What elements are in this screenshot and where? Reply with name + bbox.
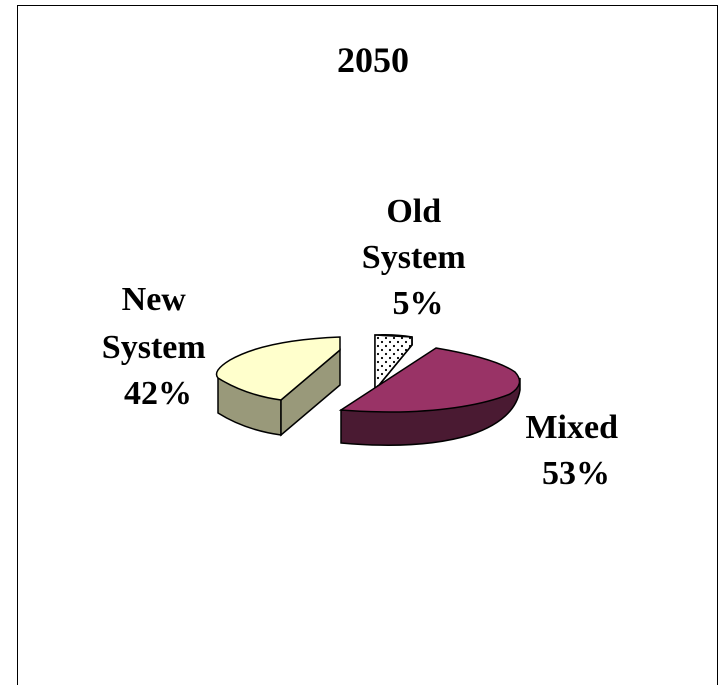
chart-frame — [17, 5, 718, 685]
label-new-system-line-3: 42% — [124, 375, 192, 412]
slice-mixed — [338, 347, 521, 446]
label-new-system-line-1: New — [122, 281, 187, 318]
label-new-system-line-2: System — [102, 329, 206, 366]
label-mixed: Mixed 53% — [525, 409, 626, 492]
label-old-system-line-3: 5% — [393, 285, 444, 322]
label-new-system: New System 42% — [102, 281, 214, 412]
slice-new-system — [215, 336, 341, 437]
label-old-system-line-2: System — [362, 239, 466, 276]
label-mixed-line-2: 53% — [542, 455, 610, 492]
label-old-system-line-1: Old — [386, 193, 441, 230]
label-mixed-line-1: Mixed — [525, 409, 618, 446]
slice-old-system — [374, 334, 413, 393]
chart-title: 2050 — [337, 40, 409, 80]
label-old-system: Old System 5% — [362, 193, 474, 322]
